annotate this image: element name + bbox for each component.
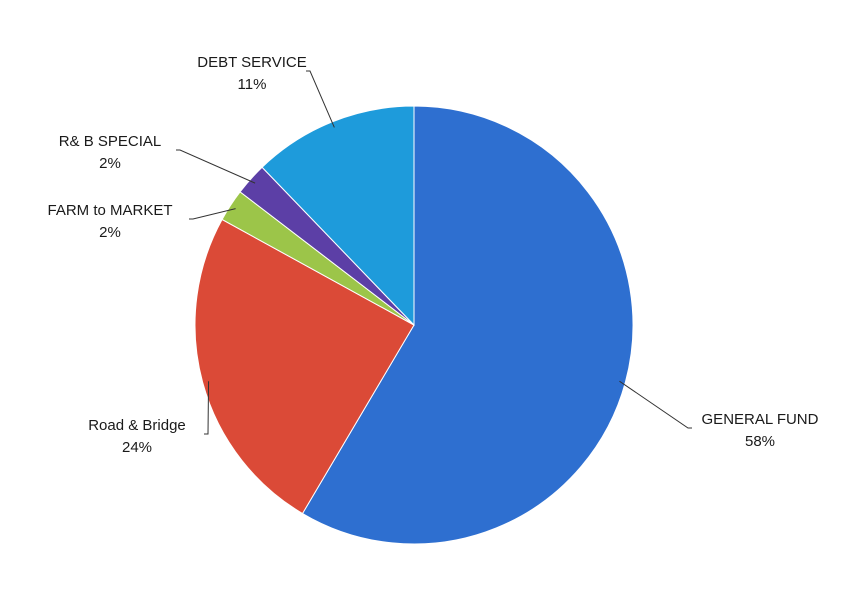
leader-line-2 xyxy=(189,208,236,220)
leader-line-0 xyxy=(619,380,692,429)
slice-percent-label: 2% xyxy=(99,155,121,172)
slice-label: R& B SPECIAL xyxy=(59,133,162,150)
slice-label: DEBT SERVICE xyxy=(197,54,306,71)
leader-line-4 xyxy=(306,70,335,128)
slice-percent-label: 2% xyxy=(99,224,121,241)
slice-percent-label: 58% xyxy=(745,433,775,450)
slice-label: FARM to MARKET xyxy=(47,202,172,219)
pie-slice-general-fund xyxy=(301,105,634,545)
leader-line-1 xyxy=(204,381,210,435)
slice-percent-label: 24% xyxy=(122,439,152,456)
slice-label: GENERAL FUND xyxy=(702,411,819,428)
leader-line-3 xyxy=(176,149,256,184)
pie-slice-road-bridge xyxy=(194,218,415,515)
slice-label: Road & Bridge xyxy=(88,417,186,434)
slice-percent-label: 11% xyxy=(238,76,267,93)
